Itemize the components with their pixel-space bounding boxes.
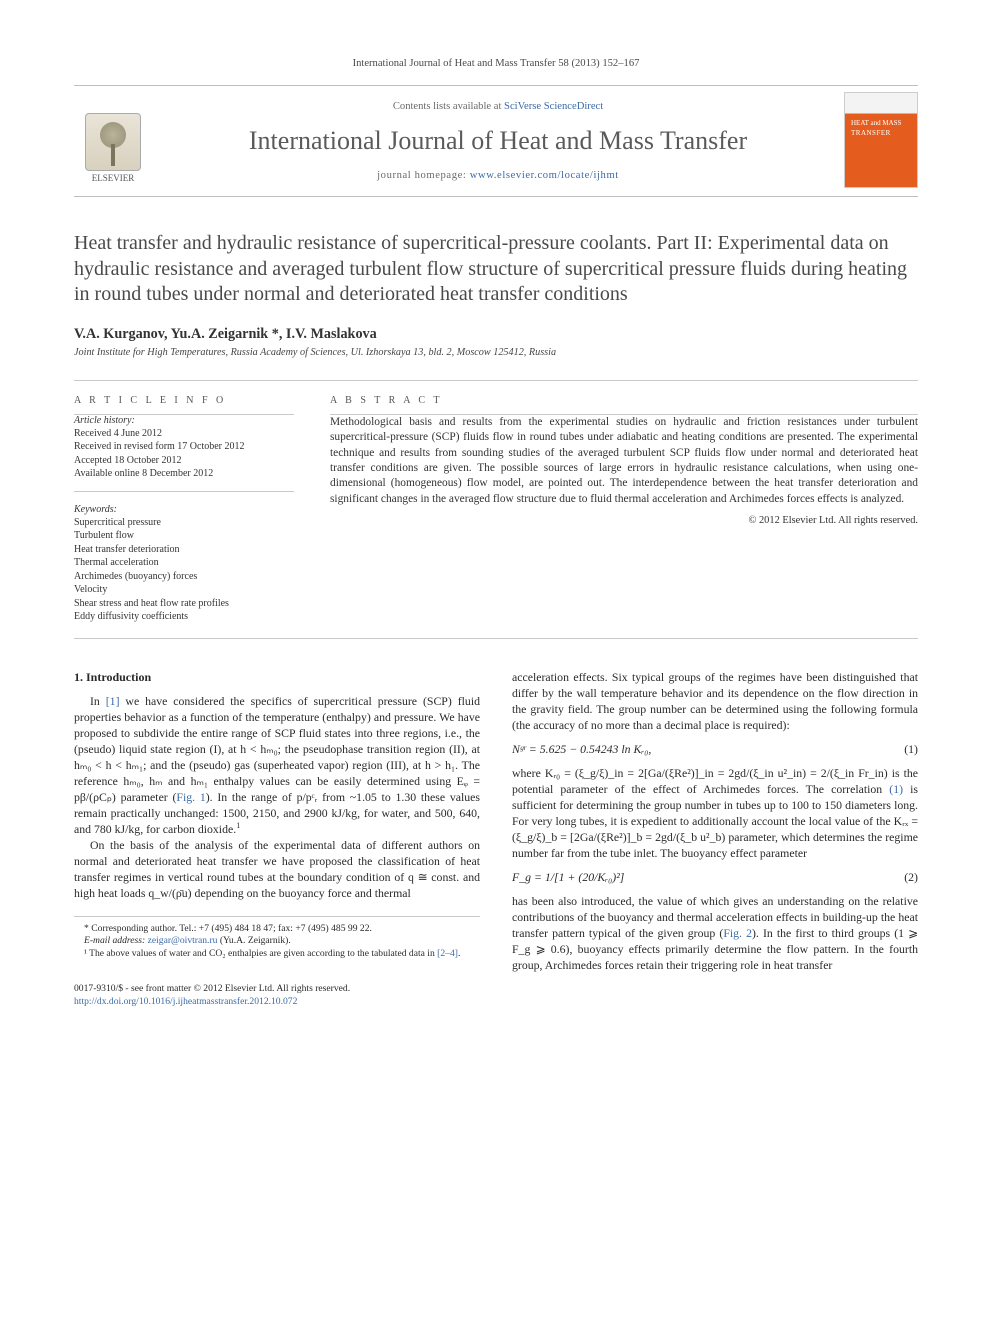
keyword: Archimedes (buoyancy) forces: [74, 570, 294, 584]
history-line: Received 4 June 2012: [74, 427, 294, 441]
keyword: Shear stress and heat flow rate profiles: [74, 597, 294, 611]
abstract-body: Methodological basis and results from th…: [330, 415, 918, 507]
affiliation: Joint Institute for High Temperatures, R…: [74, 347, 918, 358]
footnote-1: ¹ The above values of water and CO₂ enth…: [74, 948, 480, 961]
article-title: Heat transfer and hydraulic resistance o…: [74, 231, 918, 308]
meta-row: A R T I C L E I N F O Article history: R…: [74, 381, 918, 632]
corresponding-author-footnote: * Corresponding author. Tel.: +7 (495) 4…: [74, 923, 480, 936]
citation-link[interactable]: [1]: [106, 694, 120, 708]
keywords-heading: Keywords:: [74, 504, 294, 515]
text-run: In: [90, 694, 106, 708]
article-info-heading: A R T I C L E I N F O: [74, 395, 294, 406]
keyword: Heat transfer deterioration: [74, 543, 294, 557]
homepage-link[interactable]: www.elsevier.com/locate/ijhmt: [470, 170, 619, 181]
contents-line: Contents lists available at SciVerse Sci…: [168, 101, 828, 112]
abstract-heading: A B S T R A C T: [330, 395, 918, 406]
running-head: International Journal of Heat and Mass T…: [74, 58, 918, 69]
abstract-block: A B S T R A C T Methodological basis and…: [330, 395, 918, 624]
paragraph: where Kᵣ₀ = (ξ_g/ξ)_in = 2[Ga/(ξRe²)]_in…: [512, 765, 918, 861]
abstract-copyright: © 2012 Elsevier Ltd. All rights reserved…: [330, 515, 918, 526]
journal-cover-thumb-icon: HEAT and MASS TRANSFER: [844, 92, 918, 188]
doi-link[interactable]: http://dx.doi.org/10.1016/j.ijheatmasstr…: [74, 996, 297, 1007]
front-matter-line: 0017-9310/$ - see front matter © 2012 El…: [74, 983, 918, 996]
paragraph: acceleration effects. Six typical groups…: [512, 669, 918, 733]
email-footnote: E-mail address: zeigar@oivtran.ru (Yu.A.…: [74, 935, 480, 948]
history-line: Accepted 18 October 2012: [74, 454, 294, 468]
equation-link[interactable]: (1): [889, 782, 903, 796]
equation-number: (1): [888, 741, 918, 757]
divider: [74, 491, 294, 492]
masthead-center: Contents lists available at SciVerse Sci…: [168, 99, 828, 181]
email-link[interactable]: zeigar@oivtran.ru: [148, 935, 218, 946]
publisher-label: ELSEVIER: [92, 173, 135, 183]
paragraph: On the basis of the analysis of the expe…: [74, 837, 480, 901]
history-line: Available online 8 December 2012: [74, 467, 294, 481]
keyword: Eddy diffusivity coefficients: [74, 610, 294, 624]
email-label: E-mail address:: [84, 935, 148, 946]
text-run: ¹ The above values of water and CO₂ enth…: [84, 948, 437, 959]
homepage-line: journal homepage: www.elsevier.com/locat…: [168, 170, 828, 181]
keyword: Turbulent flow: [74, 529, 294, 543]
elsevier-logo-icon: ELSEVIER: [74, 97, 152, 183]
equation-row: F_g = 1/[1 + (20/Kᵣ₀)²] (2): [512, 869, 918, 885]
footnotes-block: * Corresponding author. Tel.: +7 (495) 4…: [74, 916, 480, 962]
equation: F_g = 1/[1 + (20/Kᵣ₀)²]: [512, 869, 888, 885]
article-info-block: A R T I C L E I N F O Article history: R…: [74, 395, 294, 624]
equation: Nᵍʳ = 5.625 − 0.54243 ln Kᵣ₀,: [512, 741, 888, 757]
contents-prefix: Contents lists available at: [393, 101, 504, 112]
paragraph: In [1] we have considered the specifics …: [74, 693, 480, 837]
keyword: Supercritical pressure: [74, 516, 294, 530]
citation-link[interactable]: [2–4]: [437, 948, 458, 959]
text-run: we have considered the specifics of supe…: [74, 694, 480, 804]
masthead: ELSEVIER Contents lists available at Sci…: [74, 85, 918, 197]
paper-page: International Journal of Heat and Mass T…: [0, 0, 992, 1049]
cover-line2: TRANSFER: [851, 129, 891, 137]
right-column: acceleration effects. Six typical groups…: [512, 669, 918, 974]
sciencedirect-link[interactable]: SciVerse ScienceDirect: [504, 101, 603, 112]
footnote-marker[interactable]: 1: [236, 821, 240, 830]
paragraph: has been also introduced, the value of w…: [512, 893, 918, 973]
history-heading: Article history:: [74, 415, 294, 426]
left-column: 1. Introduction In [1] we have considere…: [74, 669, 480, 974]
authors-line: V.A. Kurganov, Yu.A. Zeigarnik *, I.V. M…: [74, 326, 918, 343]
homepage-prefix: journal homepage:: [377, 170, 470, 181]
history-line: Received in revised form 17 October 2012: [74, 440, 294, 454]
keyword: Velocity: [74, 583, 294, 597]
cover-line1: HEAT and MASS: [851, 119, 901, 127]
figure-link[interactable]: Fig. 2: [723, 926, 752, 940]
text-run: where Kᵣ₀ = (ξ_g/ξ)_in = 2[Ga/(ξRe²)]_in…: [512, 766, 918, 796]
figure-link[interactable]: Fig. 1: [176, 790, 205, 804]
keyword: Thermal acceleration: [74, 556, 294, 570]
body-columns: 1. Introduction In [1] we have considere…: [74, 669, 918, 974]
journal-name: International Journal of Heat and Mass T…: [168, 126, 828, 156]
text-run: .: [458, 948, 460, 959]
footer-lines: 0017-9310/$ - see front matter © 2012 El…: [74, 983, 918, 1009]
equation-row: Nᵍʳ = 5.625 − 0.54243 ln Kᵣ₀, (1): [512, 741, 918, 757]
divider: [74, 638, 918, 639]
email-suffix: (Yu.A. Zeigarnik).: [217, 935, 290, 946]
section-heading: 1. Introduction: [74, 669, 480, 685]
equation-number: (2): [888, 869, 918, 885]
elsevier-tree-icon: [85, 113, 141, 171]
